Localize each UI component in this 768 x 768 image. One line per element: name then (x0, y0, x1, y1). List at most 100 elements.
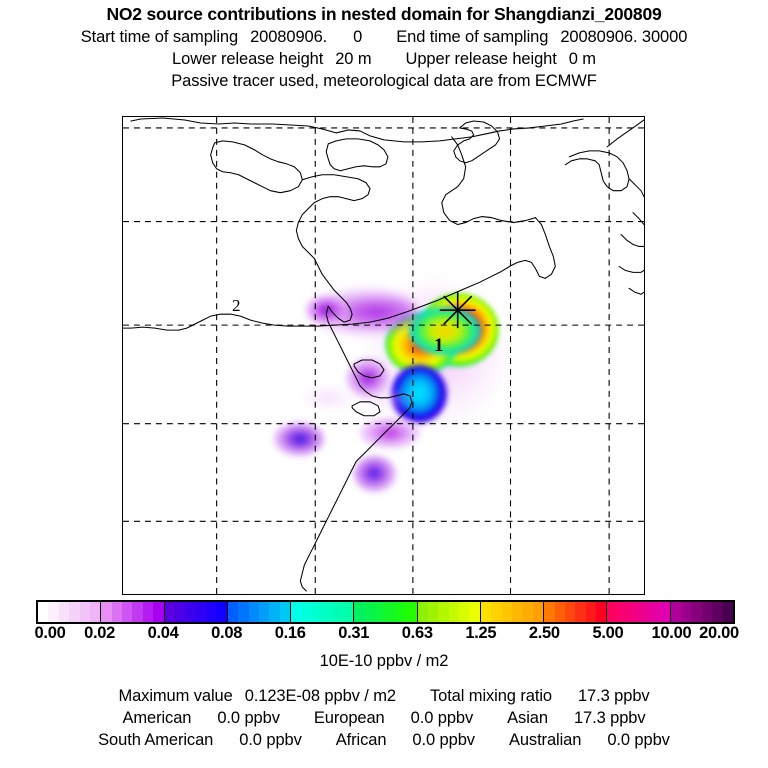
colorbar-step-3-3 (258, 602, 270, 622)
coastline-japan-kyushu (620, 233, 644, 247)
colorbar-segment-0 (38, 602, 102, 622)
colorbar-step-2-4 (206, 602, 217, 622)
colorbar-step-10-4 (712, 602, 723, 622)
colorbar-unit-label: 10E-10 ppbv / m2 (319, 652, 449, 670)
region-label-american: American (122, 709, 192, 727)
colorbar-step-8-3 (575, 602, 586, 622)
colorbar-tick-9: 5.00 (592, 624, 624, 642)
colorbar-step-6-4 (459, 602, 470, 622)
release-site-star-icon (439, 292, 476, 329)
colorbar-segment-9 (607, 602, 671, 622)
colorbar-step-6-5 (469, 602, 480, 622)
colorbar-segment-10 (670, 602, 733, 622)
upper-release-label: Upper release height (405, 50, 557, 68)
region-label-african: African (335, 731, 387, 749)
colorbar-step-2-5 (216, 602, 227, 622)
colorbar-step-9-3 (638, 602, 649, 622)
maximum-value-label: Maximum value (118, 687, 233, 705)
plume-blob-southwest (273, 421, 325, 457)
map-label-region-1: 1 (434, 335, 444, 356)
colorbar-tick-10: 10.00 (651, 624, 692, 642)
colorbar-step-4-3 (322, 602, 333, 622)
colorbar-step-2-2 (185, 602, 196, 622)
colorbar-step-7-4 (522, 602, 533, 622)
region-value-australian: 0.0 ppbv (607, 731, 670, 749)
end-time-value: 20080906. 30000 (560, 28, 688, 46)
colorbar-step-0-4 (79, 602, 90, 622)
start-time-label: Start time of sampling (80, 28, 239, 46)
coastline-japan-south (618, 265, 644, 273)
colorbar-step-5-0 (354, 602, 365, 622)
colorbar-step-5-4 (395, 602, 407, 622)
colorbar-tick-8: 2.50 (528, 624, 560, 642)
colorbar-step-4-5 (342, 602, 354, 622)
colorbar-segment-8 (544, 602, 608, 622)
concentration-plume-layer (123, 117, 644, 594)
region-value-american: 0.0 ppbv (217, 709, 280, 727)
region-value-european: 0.0 ppbv (410, 709, 474, 727)
colorbar-step-1-1 (111, 602, 123, 622)
colorbar-step-0-5 (89, 602, 101, 622)
coastline-japan-honshu (564, 150, 630, 192)
colorbar-step-9-4 (648, 602, 660, 622)
colorbar-step-1-3 (132, 602, 143, 622)
region-label-australian: Australian (508, 731, 582, 749)
coastline-bohai-west (325, 138, 389, 172)
lower-release-label: Lower release height (172, 50, 324, 68)
map-label-region-2: 2 (232, 296, 241, 315)
colorbar-step-9-5 (659, 602, 670, 622)
coastline-shandong (210, 140, 303, 194)
colorbar-step-4-0 (291, 602, 302, 622)
colorbar-step-5-2 (375, 602, 386, 622)
plume-wisp-south (361, 387, 411, 411)
colorbar-step-9-0 (607, 602, 618, 622)
colorbar-tick-7: 1.25 (465, 624, 497, 642)
colorbar-step-6-2 (438, 602, 449, 622)
colorbar-step-7-5 (532, 602, 544, 622)
colorbar-step-7-0 (480, 602, 492, 622)
colorbar-tick-0: 0.00 (34, 624, 66, 642)
colorbar-step-4-2 (311, 602, 323, 622)
region-value-african: 0.0 ppbv (412, 731, 475, 749)
colorbar-segment-3 (227, 602, 292, 622)
colorbar-step-0-3 (69, 602, 80, 622)
colorbar-step-8-1 (554, 602, 565, 622)
colorbar-step-8-2 (564, 602, 576, 622)
tracer-note: Passive tracer used, meteorological data… (171, 72, 597, 90)
map-vector-overlay (123, 117, 644, 594)
coastline-japan-east-1 (628, 178, 644, 198)
colorbar-step-3-1 (238, 602, 249, 622)
colorbar-tick-4: 0.16 (274, 624, 306, 642)
coastline-yellow-sea-west (295, 174, 371, 323)
coastline-northeast-inland (441, 136, 536, 226)
colorbar-step-6-3 (448, 602, 460, 622)
colorbar-tick-2: 0.04 (147, 624, 179, 642)
colorbar-step-1-0 (101, 602, 112, 622)
colorbar-step-8-4 (585, 602, 596, 622)
page-title: NO2 source contributions in nested domai… (106, 4, 662, 24)
header-block: NO2 source contributions in nested domai… (0, 0, 768, 91)
colorbar-step-1-5 (153, 602, 164, 622)
colorbar-step-3-4 (269, 602, 280, 622)
colorbar-step-4-1 (301, 602, 312, 622)
release-height-line: Lower release height 20 m Upper release he… (0, 50, 768, 69)
colorbar-step-7-2 (501, 602, 512, 622)
total-mixing-ratio-value: 17.3 ppbv (577, 687, 650, 705)
region-value-south-american: 0.0 ppbv (239, 731, 302, 749)
total-mixing-ratio-label: Total mixing ratio (429, 687, 552, 705)
sampling-time-line: Start time of sampling 20080906. 0 End time… (0, 28, 768, 47)
colorbar-step-9-2 (628, 602, 639, 622)
region-label-south-american: South American (98, 731, 214, 749)
colorbar-segment-5 (354, 602, 418, 622)
colorbar-step-6-1 (427, 602, 439, 622)
coastline-island-detail-1 (353, 359, 385, 379)
colorbar-step-8-0 (544, 602, 555, 622)
colorbar-step-4-4 (332, 602, 343, 622)
colorbar-step-10-1 (681, 602, 692, 622)
coastline-korea (453, 120, 501, 164)
plume-blob-south-centre (359, 417, 421, 449)
colorbar-step-0-1 (48, 602, 59, 622)
colorbar-tick-3: 0.08 (211, 624, 243, 642)
plume-wisp-west (301, 385, 355, 411)
colorbar-step-10-3 (701, 602, 713, 622)
